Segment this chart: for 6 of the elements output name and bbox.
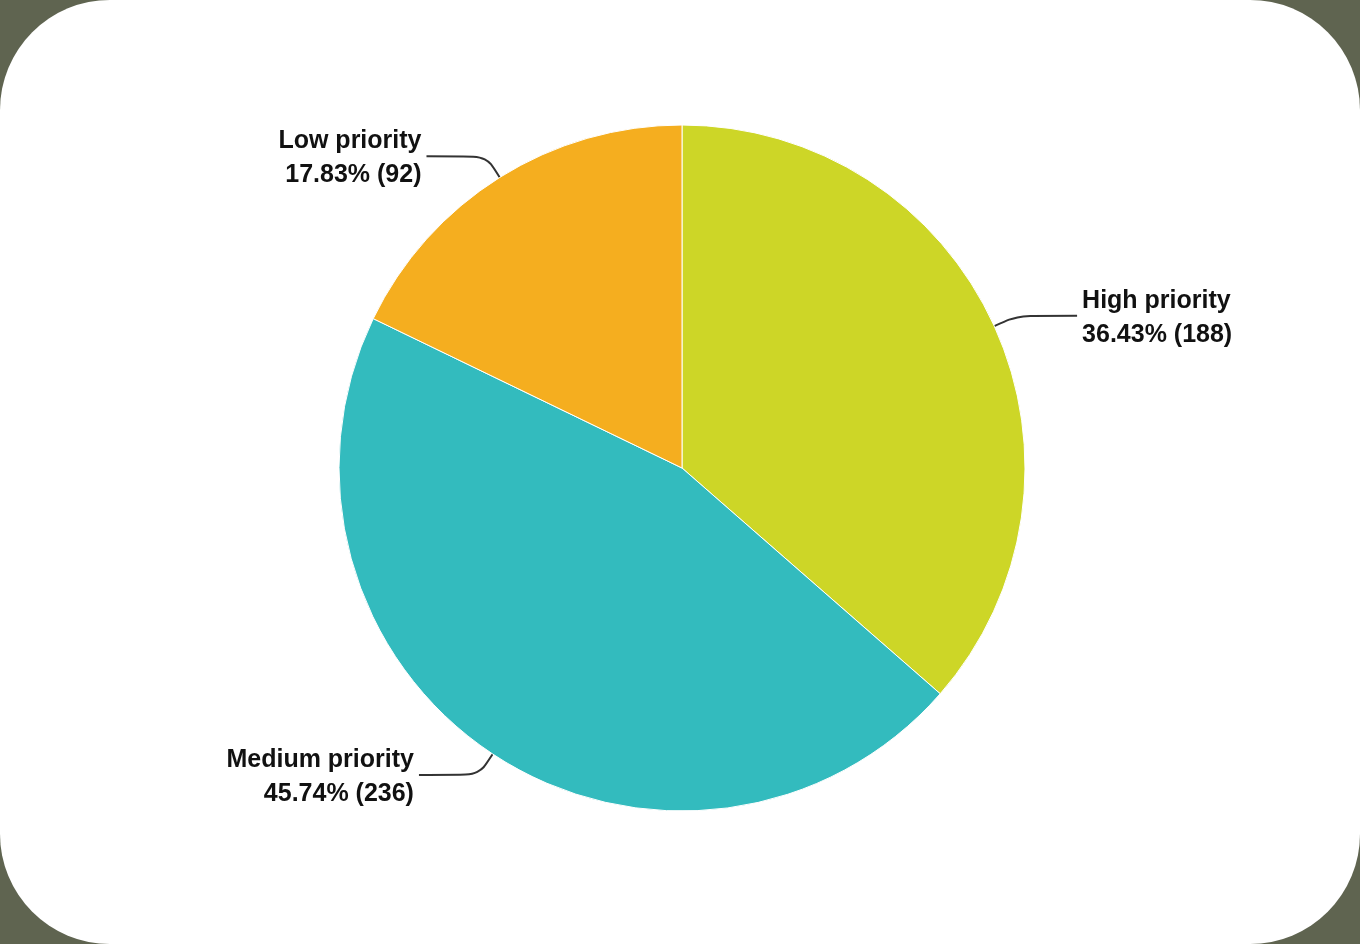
data-label: 17.83% (92) [285,159,422,188]
data-label: 36.43% (188) [1082,318,1233,347]
slice-label: High priority [1082,284,1231,313]
data-label: 45.74% (236) [263,777,414,806]
slice-label: Low priority [278,125,422,154]
slice-label: Medium priority [226,743,415,772]
